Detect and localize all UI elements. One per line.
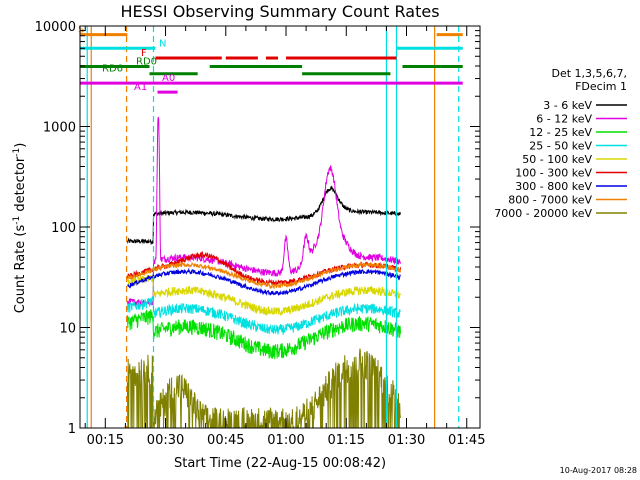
x-tick-label: 01:45 <box>448 433 485 448</box>
series-line <box>126 116 401 307</box>
series-line <box>126 309 401 360</box>
y-tick-label: 1 <box>68 422 76 437</box>
legend-label: 100 - 300 keV <box>515 167 592 180</box>
legend-label: 3 - 6 keV <box>543 99 592 112</box>
vertical-markers <box>86 26 460 428</box>
timestamp: 10-Aug-2017 08:28 <box>560 466 637 475</box>
legend-label: 800 - 7000 keV <box>508 194 592 207</box>
y-tick-label: 1000 <box>43 121 76 136</box>
series-line <box>127 267 401 297</box>
y-tick-label: 10000 <box>35 20 76 35</box>
legend-label: 25 - 50 keV <box>529 140 592 153</box>
legend-label: 12 - 25 keV <box>529 126 592 139</box>
legend-label: 50 - 100 keV <box>522 153 592 166</box>
flag-label: A0 <box>162 73 175 84</box>
flag-label: RD0 <box>136 57 157 68</box>
y-axis-label: Count Rate (s-1 detector-1) <box>12 143 28 314</box>
y-tick-label: 100 <box>51 221 76 236</box>
series-line <box>127 261 401 290</box>
x-tick-label: 00:15 <box>87 433 124 448</box>
flag-label: F <box>141 48 147 59</box>
y-tick-label: 10 <box>59 322 76 337</box>
series-line <box>127 274 401 317</box>
series-layer <box>126 116 401 429</box>
legend-header-line1: Det 1,3,5,6,7, <box>551 67 627 80</box>
chart-title: HESSI Observing Summary Count Rates <box>120 2 439 21</box>
legend-label: 300 - 800 keV <box>515 180 592 193</box>
x-tick-label: 01:30 <box>388 433 425 448</box>
flag-label: RD6 <box>102 64 123 75</box>
legend-label: 7000 - 20000 keV <box>494 207 592 220</box>
x-tick-label: 01:00 <box>267 433 304 448</box>
observing-flags: SNFRD0RD6A0A1 <box>78 25 463 94</box>
legend-label: 6 - 12 keV <box>536 113 592 126</box>
flag-label: N <box>159 38 166 49</box>
legend-header-line2: FDecim 1 <box>575 80 627 93</box>
x-tick-label: 00:30 <box>147 433 184 448</box>
series-line <box>126 348 401 429</box>
series-line <box>126 185 401 246</box>
x-tick-label: 00:45 <box>207 433 244 448</box>
x-tick-label: 01:15 <box>328 433 365 448</box>
series-line <box>126 296 401 335</box>
axis-ticks: 00:15 00:30 00:45 01:00 01:15 01:30 01:45 1 10 10… <box>35 20 486 448</box>
flag-label: A1 <box>134 82 147 93</box>
x-axis-label: Start Time (22-Aug-15 00:08:42) <box>174 456 386 471</box>
